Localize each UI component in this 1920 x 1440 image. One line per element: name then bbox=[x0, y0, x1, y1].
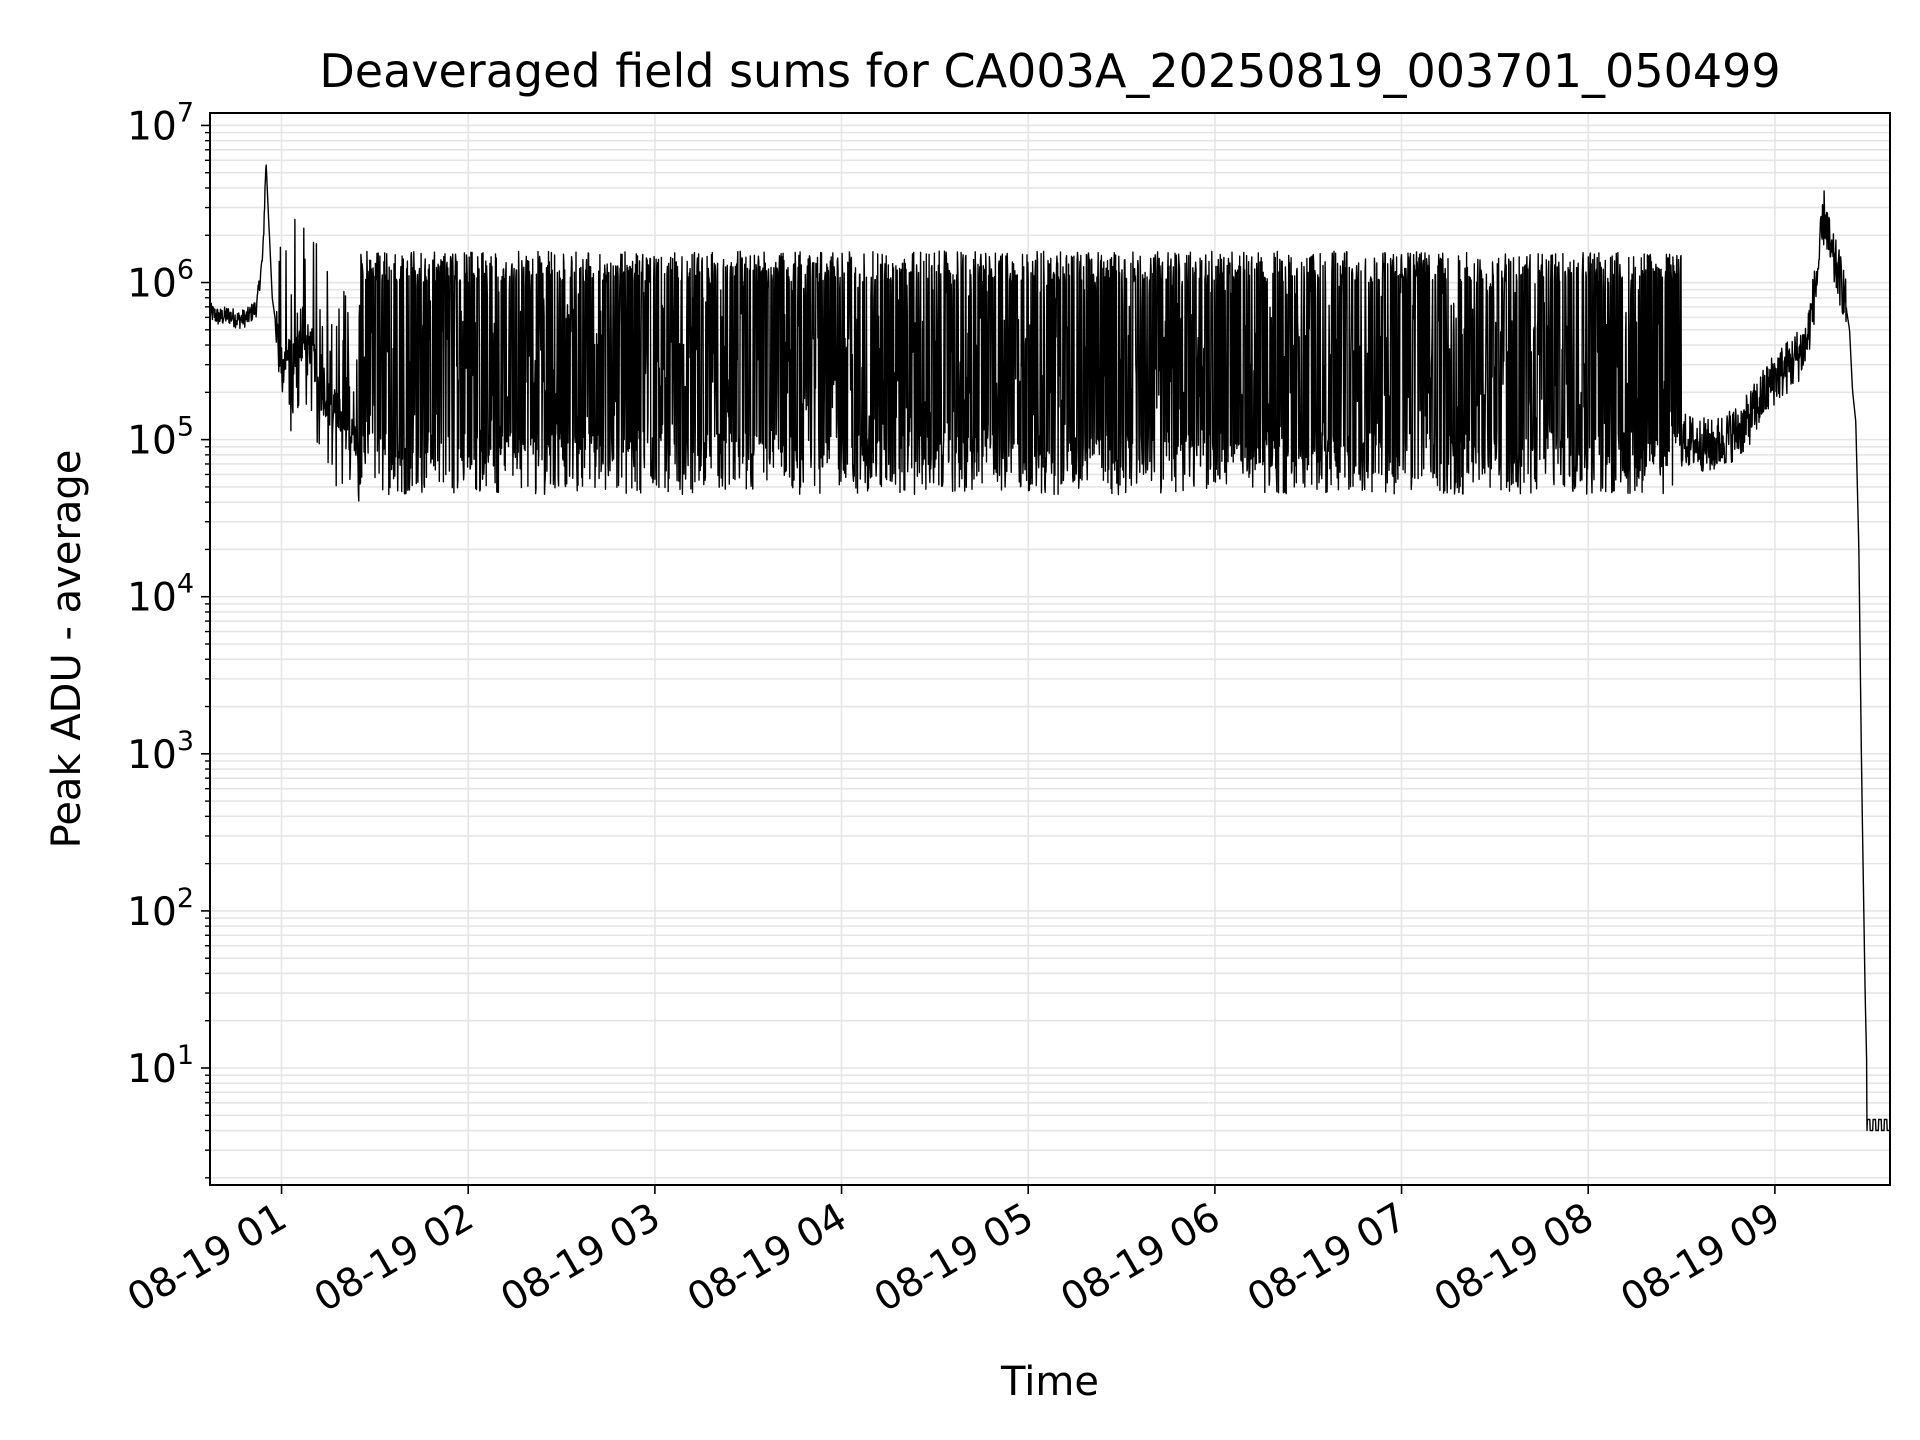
x-tick-label: 08-19 02 bbox=[307, 1195, 481, 1322]
y-tick-base: 10 bbox=[127, 890, 177, 935]
x-axis-label: Time bbox=[1000, 1359, 1099, 1405]
x-tick-label: 08-19 06 bbox=[1054, 1195, 1228, 1322]
y-tick-base: 10 bbox=[127, 733, 177, 778]
y-tick-exponent: 2 bbox=[177, 883, 194, 914]
y-tick-exponent: 6 bbox=[177, 255, 194, 286]
series-line-peak-adu bbox=[209, 164, 1890, 1132]
x-tick-label: 08-19 05 bbox=[867, 1195, 1041, 1322]
y-tick-exponent: 4 bbox=[177, 569, 194, 600]
y-tick-base: 10 bbox=[127, 576, 177, 621]
x-tick-label: 08-19 09 bbox=[1614, 1195, 1788, 1322]
y-tick-label: 105 bbox=[127, 412, 194, 464]
y-tick-base: 10 bbox=[127, 1047, 177, 1092]
y-tick-label: 103 bbox=[127, 726, 194, 778]
y-tick-label: 106 bbox=[127, 255, 194, 307]
y-tick-label: 104 bbox=[127, 569, 194, 621]
x-tick-label: 08-19 04 bbox=[680, 1195, 854, 1322]
y-tick-label: 102 bbox=[127, 883, 194, 935]
chart-title: Deaveraged field sums for CA003A_2025081… bbox=[319, 44, 1780, 98]
y-tick-label: 107 bbox=[127, 97, 194, 149]
y-tick-exponent: 5 bbox=[177, 412, 194, 443]
y-tick-base: 10 bbox=[127, 262, 177, 307]
x-tick-label: 08-19 08 bbox=[1427, 1195, 1601, 1322]
x-tick-label: 08-19 03 bbox=[494, 1195, 668, 1322]
x-tick-label: 08-19 01 bbox=[120, 1195, 294, 1322]
y-tick-exponent: 7 bbox=[177, 97, 194, 128]
y-tick-exponent: 1 bbox=[177, 1040, 194, 1071]
y-axis-label: Peak ADU - average bbox=[44, 450, 90, 849]
y-tick-exponent: 3 bbox=[177, 726, 194, 757]
x-tick-label: 08-19 07 bbox=[1240, 1195, 1414, 1322]
y-tick-base: 10 bbox=[127, 419, 177, 464]
plot-frame bbox=[209, 112, 1891, 1186]
y-tick-label: 101 bbox=[127, 1040, 194, 1092]
y-tick-base: 10 bbox=[127, 104, 177, 149]
